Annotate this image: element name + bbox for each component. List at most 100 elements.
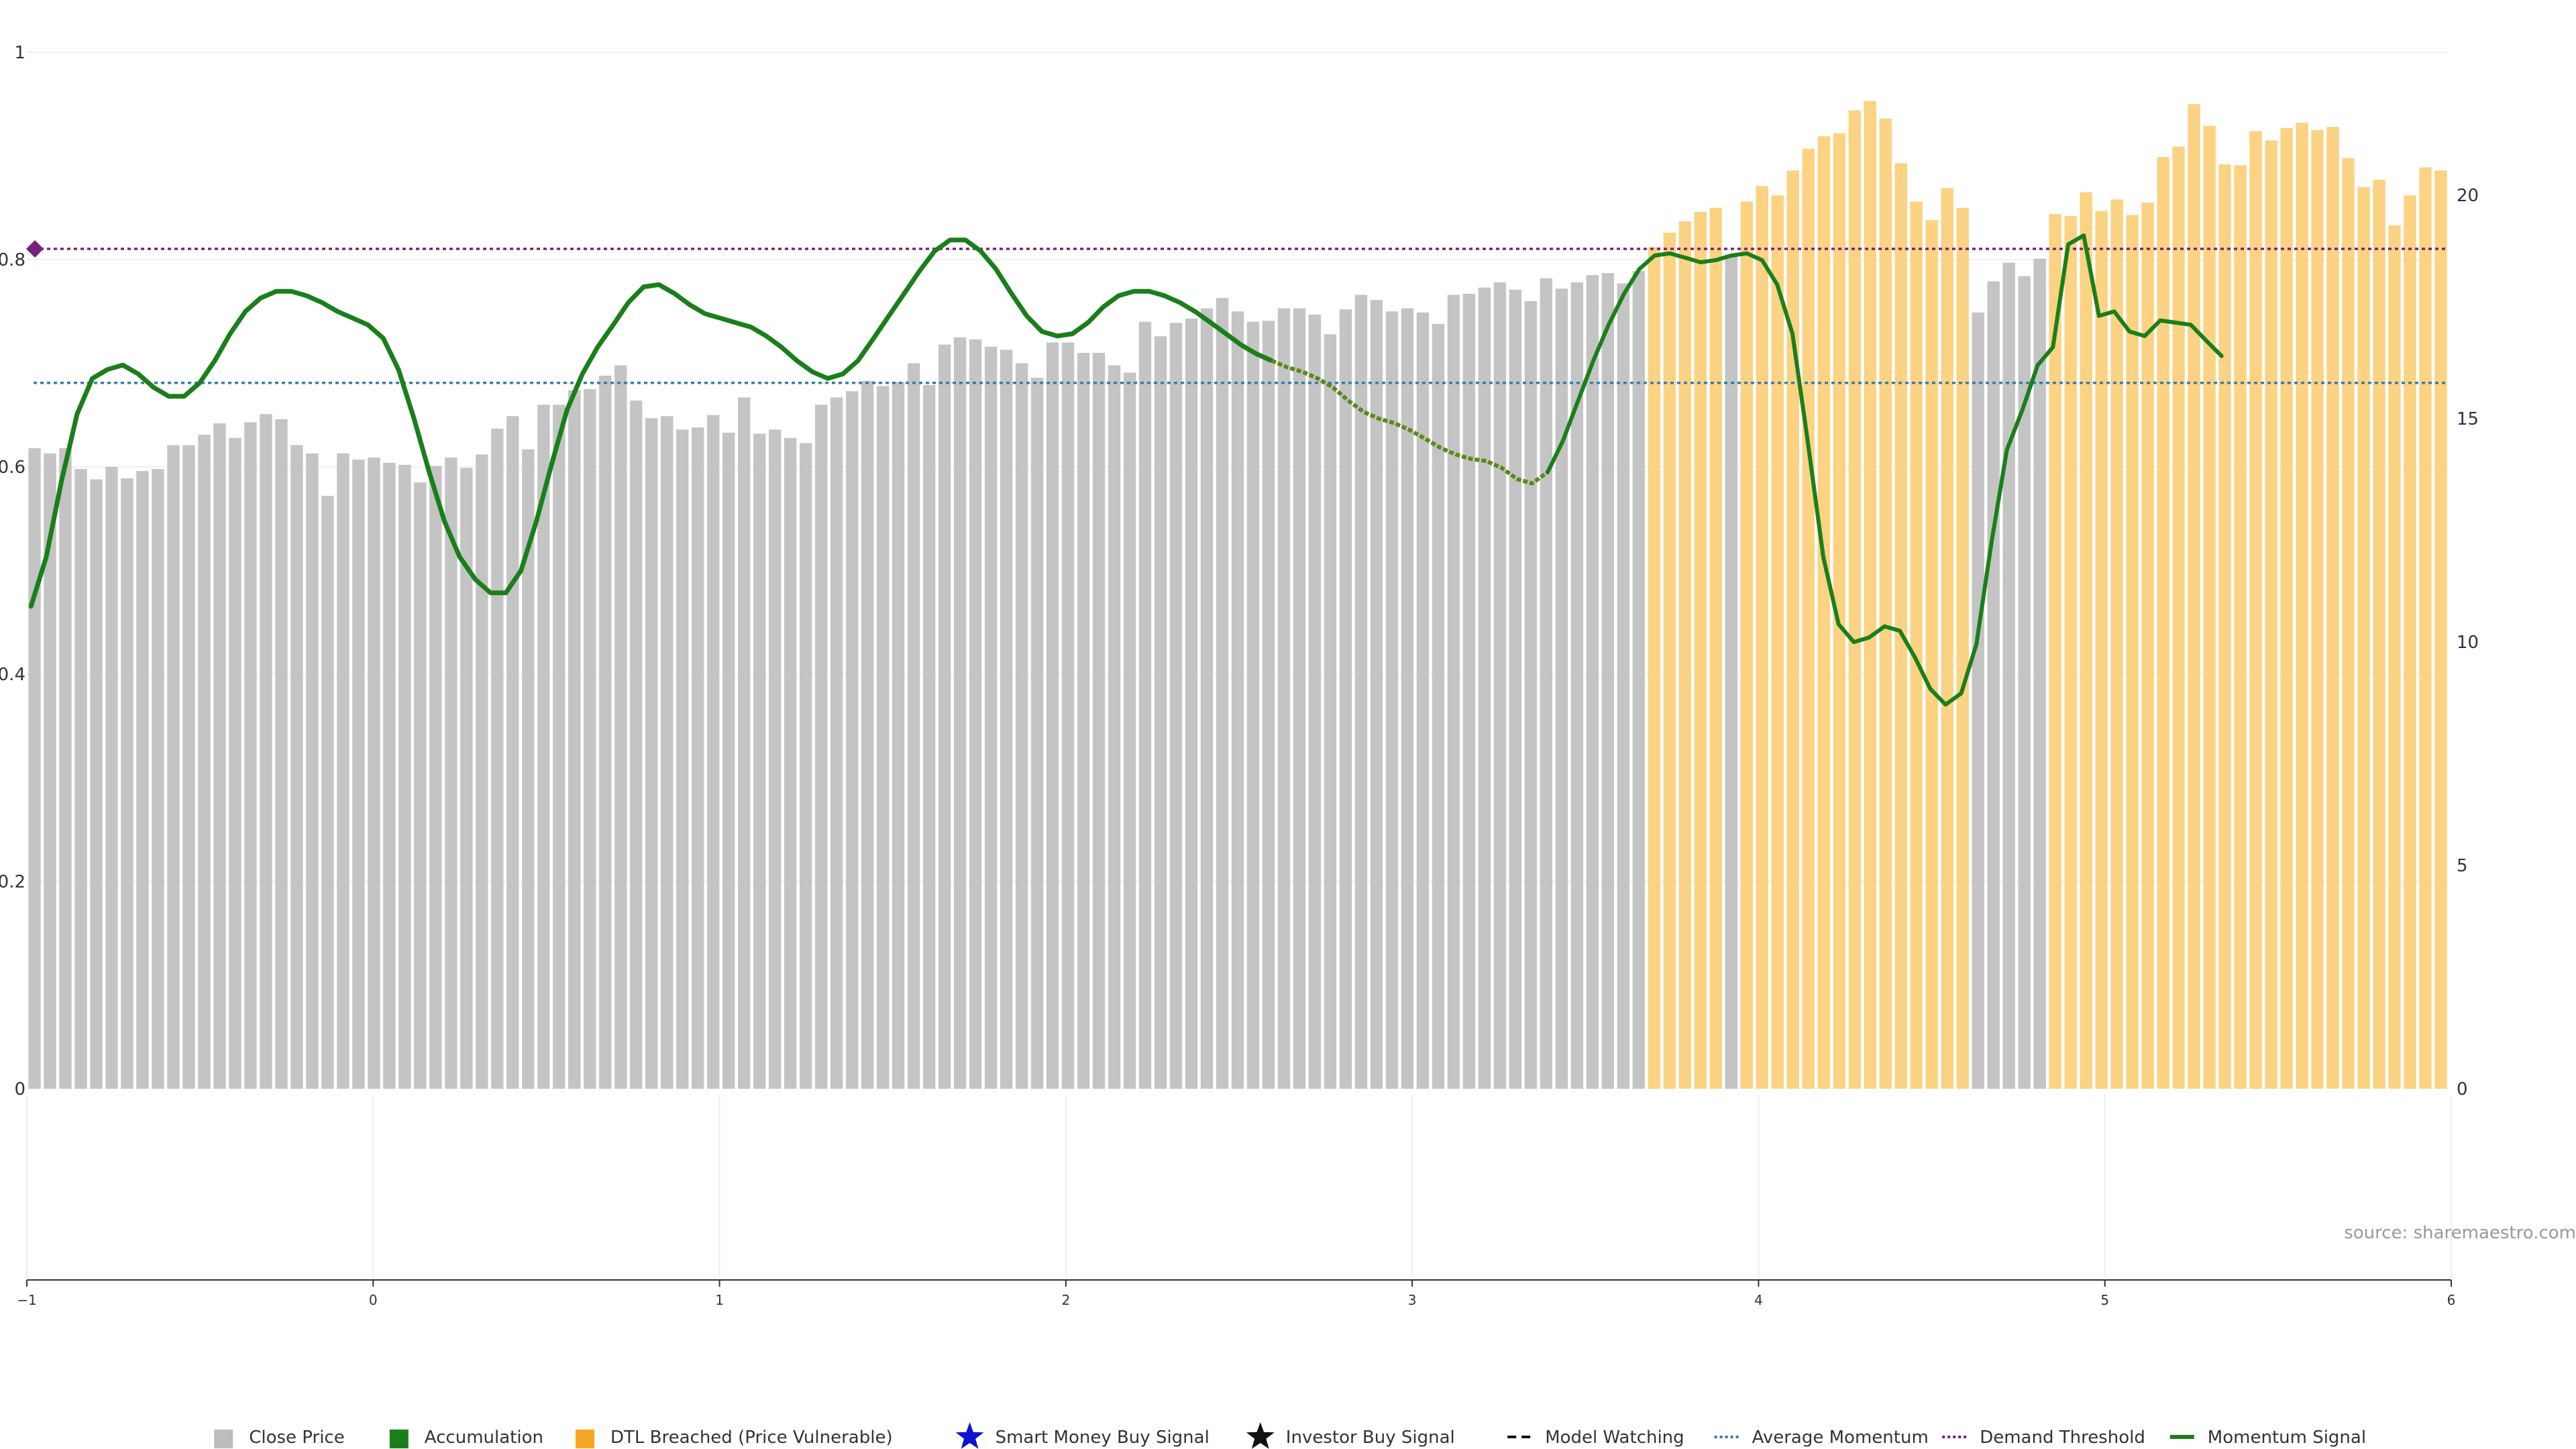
bar-98: [1540, 278, 1553, 1089]
bar-9: [167, 445, 180, 1089]
bar-87: [1370, 300, 1383, 1089]
bar-17: [290, 445, 303, 1089]
bottom-tick-label-4: 3: [1408, 1292, 1417, 1308]
left-tick-label-3: 0.6: [0, 458, 25, 478]
legend-label-8: Momentum Signal: [2208, 1428, 2366, 1448]
left-axis: 0 0.2 0.4 0.6 0.8 1: [0, 43, 25, 1099]
bar-141: [2203, 125, 2216, 1089]
bar-100: [1570, 282, 1584, 1089]
bar-81: [1277, 308, 1291, 1089]
bar-57: [907, 363, 920, 1089]
bar-60: [953, 337, 967, 1089]
bar-106: [1663, 232, 1676, 1089]
bar-27: [445, 458, 458, 1089]
bar-47: [753, 433, 766, 1089]
bar-134: [2095, 211, 2108, 1089]
bottom-tick-label-3: 2: [1061, 1292, 1070, 1308]
bar-31: [506, 416, 519, 1089]
bar-113: [1771, 195, 1784, 1089]
bottom-tick-label-0: −1: [17, 1292, 36, 1308]
bar-8: [152, 469, 164, 1089]
bar-133: [2080, 192, 2092, 1089]
bar-82: [1293, 308, 1306, 1089]
price-bars: [28, 101, 2447, 1089]
bar-41: [661, 416, 674, 1089]
bar-22: [368, 458, 380, 1089]
bar-42: [676, 429, 689, 1089]
bar-136: [2126, 215, 2139, 1089]
bar-0: [28, 448, 41, 1089]
bar-132: [2064, 216, 2077, 1089]
left-tick-label-4: 0.8: [0, 250, 25, 270]
legend-swatch-1: [389, 1430, 409, 1448]
bar-79: [1246, 321, 1260, 1089]
momentum-line: [28, 233, 2224, 707]
bar-43: [692, 427, 704, 1089]
bar-14: [244, 422, 257, 1089]
bar-26: [429, 466, 442, 1089]
bar-63: [1000, 350, 1013, 1089]
bar-117: [1833, 133, 1845, 1089]
legend-item-0: Close Price: [214, 1428, 345, 1448]
bar-34: [553, 405, 566, 1089]
bar-50: [799, 443, 812, 1089]
bar-103: [1617, 283, 1630, 1089]
legend-item-5: Model Watching: [1507, 1428, 1684, 1448]
bar-94: [1478, 287, 1491, 1089]
bar-111: [1740, 201, 1753, 1089]
bar-138: [2157, 157, 2169, 1089]
bar-44: [707, 415, 720, 1089]
bar-110: [1725, 254, 1737, 1089]
bar-30: [491, 428, 504, 1089]
left-tick-label-2: 0.4: [0, 665, 25, 685]
right-tick-label-3: 15: [2457, 409, 2479, 429]
bar-40: [645, 418, 658, 1089]
legend-label-6: Average Momentum: [1752, 1428, 1929, 1448]
right-tick-label-1: 5: [2457, 856, 2468, 876]
legend-item-4: Investor Buy Signal: [1246, 1422, 1455, 1449]
bar-143: [2234, 165, 2247, 1089]
bottom-axis: −1 0 1 2 3 4 5 6: [17, 1279, 2455, 1308]
bar-37: [599, 376, 612, 1089]
left-tick-label-0: 0: [14, 1079, 25, 1099]
right-tick-label-2: 10: [2457, 633, 2479, 653]
bar-140: [2188, 104, 2200, 1089]
bar-150: [2342, 158, 2355, 1089]
bar-55: [876, 386, 890, 1089]
bar-62: [984, 346, 998, 1089]
bar-95: [1493, 282, 1507, 1089]
bar-130: [2033, 258, 2046, 1089]
bar-148: [2311, 129, 2324, 1089]
bar-91: [1432, 323, 1445, 1089]
bar-96: [1509, 289, 1522, 1089]
bar-56: [892, 382, 905, 1089]
bar-45: [722, 433, 735, 1089]
right-tick-label-0: 0: [2457, 1079, 2468, 1099]
bar-25: [414, 482, 427, 1089]
bar-86: [1354, 294, 1368, 1089]
bottom-tick-label-6: 5: [2100, 1292, 2109, 1308]
bar-116: [1817, 136, 1830, 1089]
legend-star-4: [1246, 1422, 1275, 1449]
bar-126: [1972, 312, 1984, 1089]
bar-151: [2357, 186, 2370, 1089]
bar-21: [352, 460, 365, 1089]
bar-78: [1231, 311, 1244, 1089]
legend-label-7: Demand Threshold: [1980, 1428, 2145, 1448]
bar-4: [90, 479, 103, 1089]
bar-102: [1601, 273, 1615, 1089]
bar-77: [1216, 298, 1229, 1089]
bar-64: [1015, 363, 1028, 1089]
bottom-tick-label-2: 1: [715, 1292, 724, 1308]
bar-122: [1910, 201, 1923, 1089]
bar-90: [1416, 312, 1430, 1089]
bar-93: [1462, 293, 1476, 1089]
bar-127: [1987, 281, 2000, 1089]
bar-5: [105, 467, 118, 1089]
bar-92: [1447, 294, 1460, 1089]
bar-80: [1262, 321, 1275, 1089]
bar-3: [74, 469, 87, 1089]
bar-83: [1308, 314, 1322, 1089]
legend-swatch-0: [214, 1430, 233, 1448]
demand-threshold-marker: [26, 240, 44, 258]
